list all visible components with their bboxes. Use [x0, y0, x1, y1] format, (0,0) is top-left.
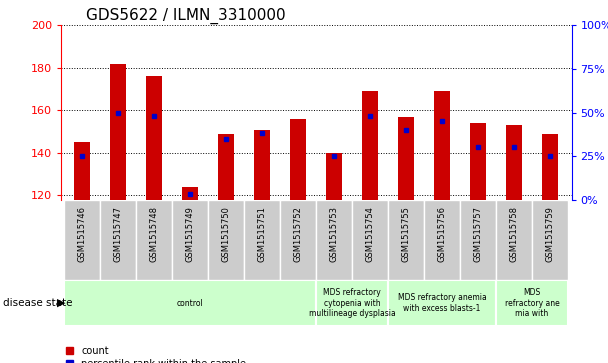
Bar [424, 200, 460, 280]
Bar [280, 200, 316, 280]
Bar [254, 130, 271, 200]
Text: GSM1515747: GSM1515747 [114, 206, 123, 262]
Bar [172, 200, 209, 280]
Text: disease state: disease state [3, 298, 72, 308]
Text: MDS
refractory ane
mia with: MDS refractory ane mia with [505, 288, 559, 318]
Bar [218, 134, 234, 200]
Text: GSM1515749: GSM1515749 [186, 206, 195, 262]
Bar [316, 200, 352, 280]
Text: GSM1515746: GSM1515746 [78, 206, 87, 262]
Text: GSM1515754: GSM1515754 [365, 206, 375, 262]
Text: GSM1515756: GSM1515756 [438, 206, 446, 262]
Text: GSM1515753: GSM1515753 [330, 206, 339, 262]
Text: GSM1515752: GSM1515752 [294, 206, 303, 262]
Bar [146, 76, 162, 200]
Bar [326, 153, 342, 200]
Bar [470, 123, 486, 200]
Text: MDS refractory anemia
with excess blasts-1: MDS refractory anemia with excess blasts… [398, 293, 486, 313]
Bar [244, 200, 280, 280]
Bar [434, 91, 450, 200]
Text: GSM1515758: GSM1515758 [510, 206, 519, 262]
Bar [506, 125, 522, 200]
Text: GSM1515748: GSM1515748 [150, 206, 159, 262]
Bar [388, 200, 424, 280]
Text: GSM1515751: GSM1515751 [258, 206, 267, 262]
Bar [74, 142, 91, 200]
Bar [182, 187, 198, 200]
Bar [64, 200, 100, 280]
Text: GSM1515757: GSM1515757 [474, 206, 483, 262]
Bar [362, 91, 378, 200]
Bar [398, 117, 414, 200]
Bar [316, 281, 388, 326]
Legend: count, percentile rank within the sample: count, percentile rank within the sample [66, 346, 246, 363]
Text: ▶: ▶ [57, 298, 65, 308]
Text: MDS refractory
cytopenia with
multilineage dysplasia: MDS refractory cytopenia with multilinea… [309, 288, 395, 318]
Bar [110, 64, 126, 200]
Bar [542, 134, 558, 200]
Bar [100, 200, 136, 280]
Bar [388, 281, 496, 326]
Bar [290, 119, 306, 200]
Bar [532, 200, 568, 280]
Text: GSM1515755: GSM1515755 [401, 206, 410, 262]
Bar [209, 200, 244, 280]
Text: GSM1515750: GSM1515750 [222, 206, 231, 262]
Bar [352, 200, 388, 280]
Bar [460, 200, 496, 280]
Bar [136, 200, 172, 280]
Text: GDS5622 / ILMN_3310000: GDS5622 / ILMN_3310000 [86, 8, 286, 24]
Bar [496, 281, 568, 326]
Text: GSM1515759: GSM1515759 [545, 206, 554, 262]
Text: control: control [177, 299, 204, 307]
Bar [64, 281, 316, 326]
Bar [496, 200, 532, 280]
